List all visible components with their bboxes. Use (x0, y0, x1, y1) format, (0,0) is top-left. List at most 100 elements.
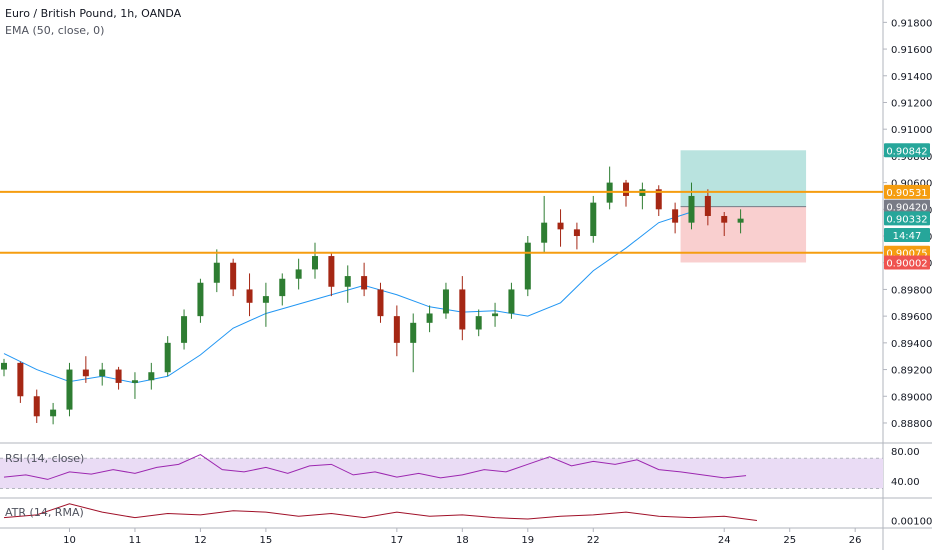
candle-body (262, 296, 269, 303)
candle-body (1, 362, 7, 370)
candle (148, 362, 155, 390)
loss-zone[interactable] (680, 206, 807, 263)
candle-body (82, 369, 89, 377)
candle (721, 211, 728, 237)
candle-body (66, 369, 73, 410)
time-tick-label: 19 (521, 535, 534, 546)
candle (508, 282, 515, 319)
candle (361, 262, 368, 297)
price-label: 0.90420 (886, 203, 927, 214)
candle (655, 185, 662, 216)
atr-legend[interactable]: ATR (14, RMA) (5, 506, 84, 519)
candle (99, 362, 106, 386)
candle (737, 209, 744, 234)
time-tick-label: 18 (456, 535, 469, 546)
candle-body (377, 289, 384, 317)
price-tick-label: 0.91000 (891, 125, 932, 136)
price-label: 0.90075 (886, 249, 927, 260)
time-tick-label: 22 (587, 535, 600, 546)
candle (410, 313, 417, 373)
candle-body (459, 289, 466, 330)
candle-body (115, 369, 122, 383)
candle (115, 366, 122, 390)
candle-body (344, 276, 351, 287)
rsi-tick-label: 40.00 (891, 477, 920, 488)
candle-body (721, 215, 728, 223)
price-label: 0.90332 (886, 214, 927, 225)
candle (66, 362, 73, 417)
ema-legend[interactable]: EMA (50, close, 0) (5, 24, 105, 37)
candle-body (295, 269, 302, 279)
candle (426, 305, 433, 333)
candle-body (148, 372, 155, 381)
candle (557, 209, 564, 247)
candle (1, 358, 7, 377)
candle (50, 402, 57, 425)
price-label: 0.90531 (886, 188, 927, 199)
rsi-legend[interactable]: RSI (14, close) (5, 452, 85, 465)
time-tick-label: 10 (63, 535, 76, 546)
profit-zone[interactable] (680, 150, 807, 207)
price-tick-label: 0.89600 (891, 312, 932, 323)
candle (393, 305, 400, 357)
candle (688, 182, 695, 230)
candle (295, 258, 302, 290)
candle-body (737, 218, 744, 223)
candle-body (131, 380, 138, 383)
main-legend[interactable]: Euro / British Pound, 1h, OANDA (5, 7, 182, 20)
time-tick-label: 12 (194, 535, 207, 546)
candle (312, 242, 319, 279)
candle-body (197, 282, 204, 317)
candle-body (393, 316, 400, 343)
price-label-box (884, 199, 930, 214)
candle-body (492, 313, 499, 317)
price-label-box (884, 143, 930, 158)
price-tick-label: 0.89000 (891, 392, 932, 403)
candle-body (17, 362, 24, 397)
candle (344, 265, 351, 303)
candle (524, 236, 531, 297)
candle-body (655, 189, 662, 210)
candle-body (328, 256, 335, 287)
candle-body (213, 262, 220, 283)
candle (672, 202, 679, 234)
candle (279, 273, 286, 306)
candle-body (410, 322, 417, 343)
rsi-band (0, 458, 883, 489)
candle (262, 282, 269, 327)
candle-body (704, 195, 711, 216)
candle-body (33, 396, 40, 417)
candle (131, 372, 138, 399)
candle (164, 336, 171, 377)
price-label-box (884, 184, 930, 199)
candle (181, 309, 188, 350)
rsi-tick-label: 80.00 (891, 447, 920, 458)
atr-line (3, 503, 758, 521)
price-label-box (884, 255, 930, 270)
candle (475, 309, 482, 337)
price-tick-label: 0.91800 (891, 18, 932, 29)
candle (573, 222, 580, 250)
price-tick-label: 0.89200 (891, 366, 932, 377)
rsi-line (3, 453, 747, 480)
candle-body (442, 289, 449, 314)
time-tick-label: 17 (390, 535, 403, 546)
candle (328, 252, 335, 297)
price-label: 0.90842 (886, 146, 927, 157)
candle-body (541, 222, 548, 243)
candle (459, 276, 466, 341)
candle-body (557, 222, 564, 230)
time-tick-label: 24 (718, 535, 731, 546)
candle (213, 249, 220, 293)
candle-body (246, 289, 253, 303)
price-tick-label: 0.89800 (891, 285, 932, 296)
candle (590, 195, 597, 243)
price-tick-label: 0.89400 (891, 339, 932, 350)
candle-body (688, 195, 695, 223)
candle (82, 356, 89, 383)
candle-body (361, 276, 368, 290)
candle-body (508, 289, 515, 314)
candle-body (623, 182, 630, 196)
price-label-box (884, 211, 930, 226)
